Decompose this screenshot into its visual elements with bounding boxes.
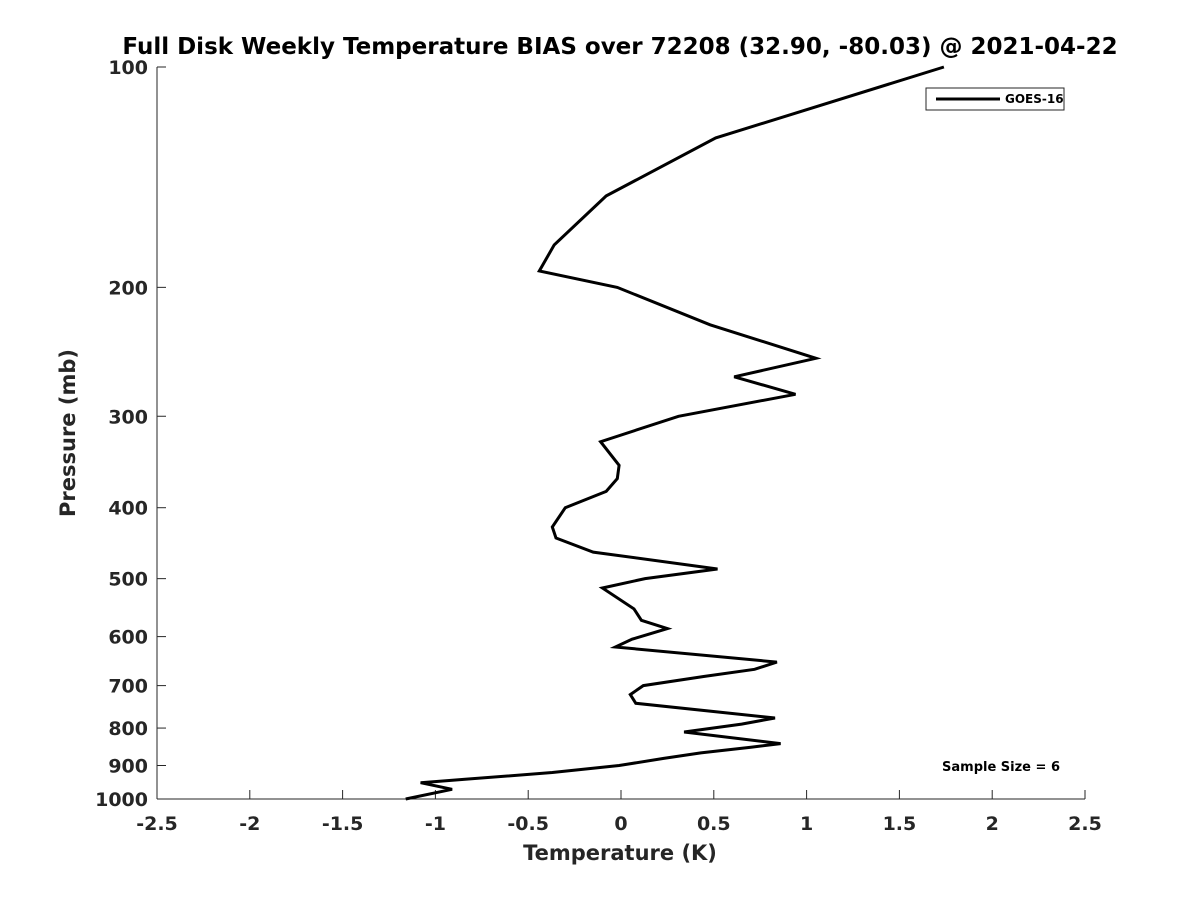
x-axis-label: Temperature (K) bbox=[523, 841, 717, 865]
series-layer bbox=[405, 65, 945, 801]
chart-title: Full Disk Weekly Temperature BIAS over 7… bbox=[122, 34, 1117, 60]
y-tick-label: 300 bbox=[108, 406, 148, 428]
x-tick-label: 0.5 bbox=[697, 813, 731, 835]
x-tick-label: 2 bbox=[986, 813, 999, 835]
y-tick-label: 100 bbox=[108, 57, 148, 79]
x-tick-label: -1 bbox=[425, 813, 446, 835]
x-tick-label: -2.5 bbox=[136, 813, 178, 835]
x-tick-label: 0 bbox=[614, 813, 627, 835]
y-tick-label: 900 bbox=[108, 756, 148, 778]
legend-label-goes-16: GOES-16 bbox=[1005, 92, 1064, 106]
series-line-goes-16 bbox=[405, 65, 945, 801]
y-axis-ticks: 100 200 300 400 500 600 700 800 900 1000 bbox=[95, 57, 166, 811]
x-tick-label: 2.5 bbox=[1068, 813, 1102, 835]
x-tick-label: -1.5 bbox=[322, 813, 364, 835]
y-tick-label: 500 bbox=[108, 569, 148, 591]
y-tick-label: 600 bbox=[108, 627, 148, 649]
y-tick-label: 1000 bbox=[95, 789, 148, 811]
sample-size-annotation: Sample Size = 6 bbox=[942, 760, 1060, 775]
y-tick-label: 700 bbox=[108, 676, 148, 698]
x-tick-label: -0.5 bbox=[507, 813, 549, 835]
y-tick-label: 800 bbox=[108, 718, 148, 740]
y-axis-label: Pressure (mb) bbox=[56, 349, 80, 517]
x-tick-label: -2 bbox=[239, 813, 260, 835]
y-tick-label: 400 bbox=[108, 498, 148, 520]
y-tick-label: 200 bbox=[108, 277, 148, 299]
legend: GOES-16 bbox=[925, 87, 1065, 111]
x-tick-label: 1.5 bbox=[883, 813, 917, 835]
x-axis-ticks: -2.5 -2 -1.5 -1 -0.5 0 0.5 1 1.5 2 2.5 bbox=[136, 790, 1102, 835]
x-tick-label: 1 bbox=[800, 813, 813, 835]
